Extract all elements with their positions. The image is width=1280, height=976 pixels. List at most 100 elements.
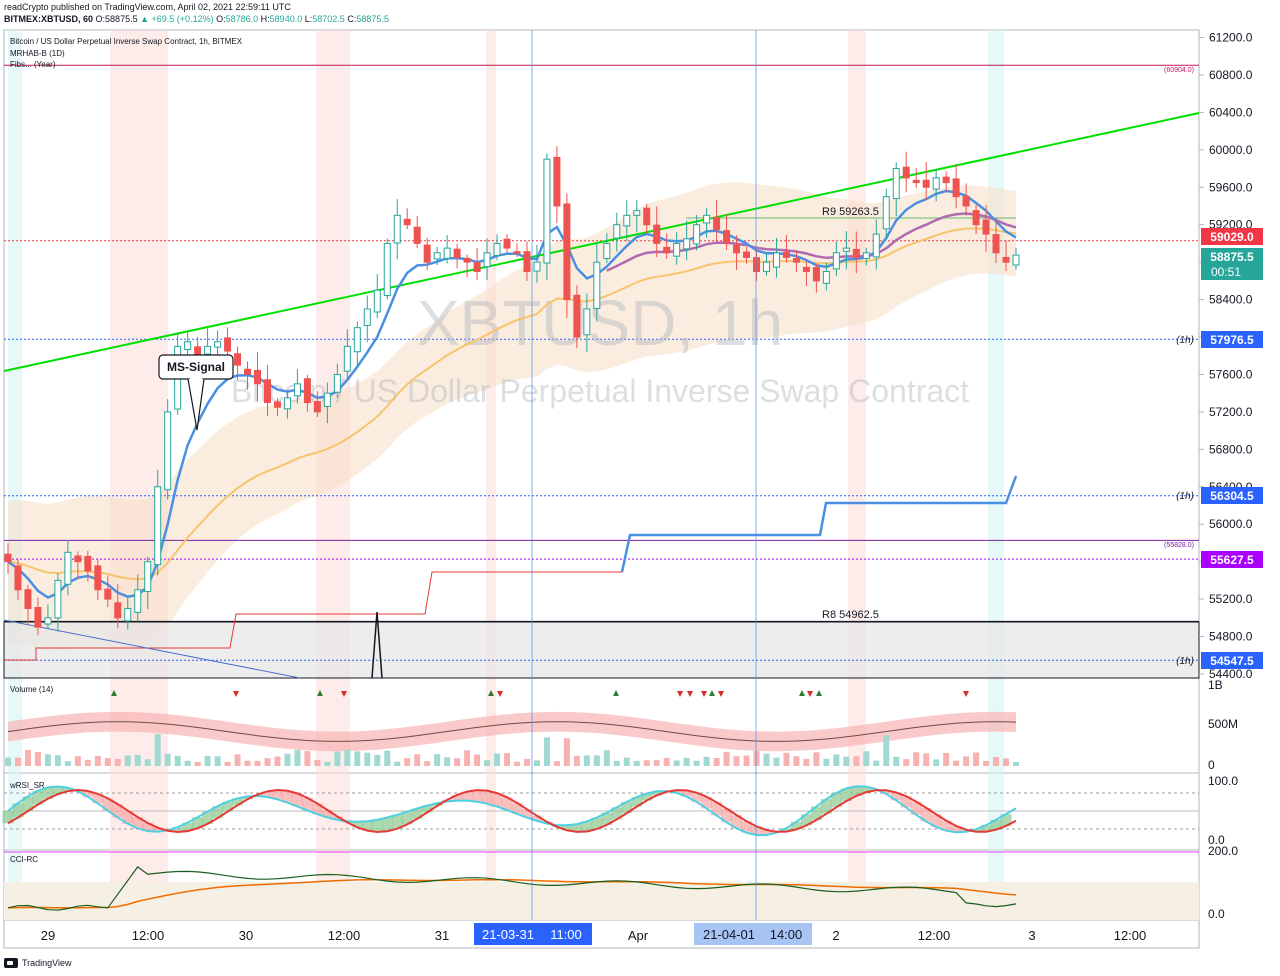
volume-bar: [374, 754, 381, 766]
candle-body: [483, 252, 491, 268]
volume-bar: [593, 755, 600, 766]
volume-pane[interactable]: Volume (14) 1B 500M 0: [5, 678, 1238, 772]
time-label-3: 3: [1028, 928, 1035, 943]
close-value: 58875.5: [356, 14, 389, 24]
candle-body: [792, 258, 800, 263]
candle-body: [293, 383, 301, 397]
volume-bar: [5, 757, 11, 766]
volume-bar: [314, 759, 321, 766]
svg-text:55627.5: 55627.5: [1210, 553, 1254, 567]
volume-bar: [703, 756, 710, 766]
candle-body: [922, 179, 930, 188]
price-tick-label: 54800.0: [1209, 630, 1253, 644]
ema-blue-line: [7, 189, 1017, 599]
volume-bar: [883, 735, 890, 766]
candle-body: [772, 252, 780, 268]
cci-tick-200: 200.0: [1208, 844, 1238, 858]
candle-body: [842, 247, 850, 252]
volume-bar: [543, 737, 550, 766]
price-tick-label: 60400.0: [1209, 105, 1253, 119]
svg-text:57976.5: 57976.5: [1210, 333, 1254, 347]
candle-body: [34, 606, 42, 628]
candle-body: [283, 397, 291, 410]
close-label: C:: [347, 14, 357, 24]
volume-sell-signal-icon: [687, 691, 693, 697]
candle-body: [443, 247, 451, 259]
price-tick-label: 61200.0: [1209, 31, 1253, 45]
volume-bar: [324, 761, 331, 766]
candle-body: [453, 248, 461, 258]
volume-bar: [224, 761, 231, 766]
candle-body: [962, 195, 970, 207]
volume-bars: [5, 734, 1019, 766]
volume-tick-1b: 1B: [1208, 678, 1223, 692]
candle-body: [54, 579, 62, 619]
volume-bar: [354, 751, 361, 766]
candle-body: [214, 341, 222, 348]
time-axis[interactable]: 29 12:00 30 12:00 31 Apr 2 12:00 3 12:00…: [41, 923, 1147, 945]
candle-body: [683, 238, 691, 250]
high-label: H:: [260, 14, 270, 24]
badge-blue-2: [1201, 487, 1263, 504]
candle-body: [812, 267, 820, 282]
time-label-1200-b: 12:00: [328, 928, 361, 943]
candle-body: [1012, 254, 1020, 266]
volume-bar: [414, 754, 421, 766]
candle-body: [932, 177, 940, 190]
candle-body: [513, 251, 521, 254]
candle-body: [273, 401, 281, 408]
candle-body: [303, 378, 311, 404]
volume-bar: [613, 760, 620, 766]
badge-purple: [1201, 551, 1263, 568]
volume-sell-signal-icon: [233, 691, 239, 697]
volume-bar: [454, 758, 461, 766]
volume-bar: [94, 755, 101, 766]
cci-tick-0: 0.0: [1208, 907, 1225, 921]
candle-body: [94, 565, 102, 591]
cci-pane[interactable]: CCI-RC 200.0 0.0: [4, 844, 1238, 921]
ms-signal-label: MS-Signal: [167, 360, 225, 374]
volume-bar: [643, 760, 650, 766]
volume-bar: [553, 761, 560, 766]
cci-label: CCI-RC: [10, 855, 38, 864]
ohlc-line: BITMEX:XBTUSD, 60 O:58875.5 ▲ +69.5 (+0.…: [4, 14, 389, 24]
volume-bar: [394, 761, 401, 766]
volume-sell-signal-icon: [677, 691, 683, 697]
volume-bar: [264, 758, 271, 766]
candle-body: [343, 345, 351, 372]
wrsi-pane[interactable]: wRSI_SR 100.0 0.0: [2, 774, 1238, 847]
volume-bar: [254, 760, 261, 766]
volume-bar: [533, 760, 540, 766]
volume-bar: [513, 761, 520, 766]
candle-body: [633, 210, 641, 216]
candle-body: [373, 289, 381, 313]
volume-bar: [174, 755, 181, 766]
volume-bar: [963, 756, 970, 766]
volume-signals: [111, 690, 969, 697]
countdown: 00:51: [1211, 265, 1241, 279]
ms-signal-callout[interactable]: MS-Signal: [158, 354, 234, 431]
step-line-blue: [620, 475, 1018, 573]
volume-bar: [294, 750, 301, 766]
candle-body: [693, 224, 701, 245]
price-axis[interactable]: 61200.060800.060400.060000.059600.059200…: [1199, 31, 1253, 682]
candle-body: [872, 233, 880, 258]
badge-current: [1201, 248, 1263, 280]
candle-body: [663, 246, 671, 254]
volume-bar: [134, 754, 141, 766]
candle-body: [832, 252, 840, 270]
tf-label-2: (1h): [1176, 491, 1194, 502]
volume-buy-signal-icon: [317, 690, 323, 696]
tf-label-1: (1h): [1176, 335, 1194, 346]
candle-body: [523, 251, 531, 273]
watermark-name: Bitcoin / US Dollar Perpetual Inverse Sw…: [231, 373, 969, 409]
candle-body: [154, 486, 162, 566]
wrsi-line: [7, 785, 1017, 837]
volume-bar: [763, 753, 770, 766]
time-label-1200-d: 12:00: [1114, 928, 1147, 943]
candle-body: [114, 602, 122, 619]
low-value: 58702.5: [312, 14, 345, 24]
volume-sell-signal-icon: [718, 691, 724, 697]
spike-marker: [371, 611, 383, 679]
